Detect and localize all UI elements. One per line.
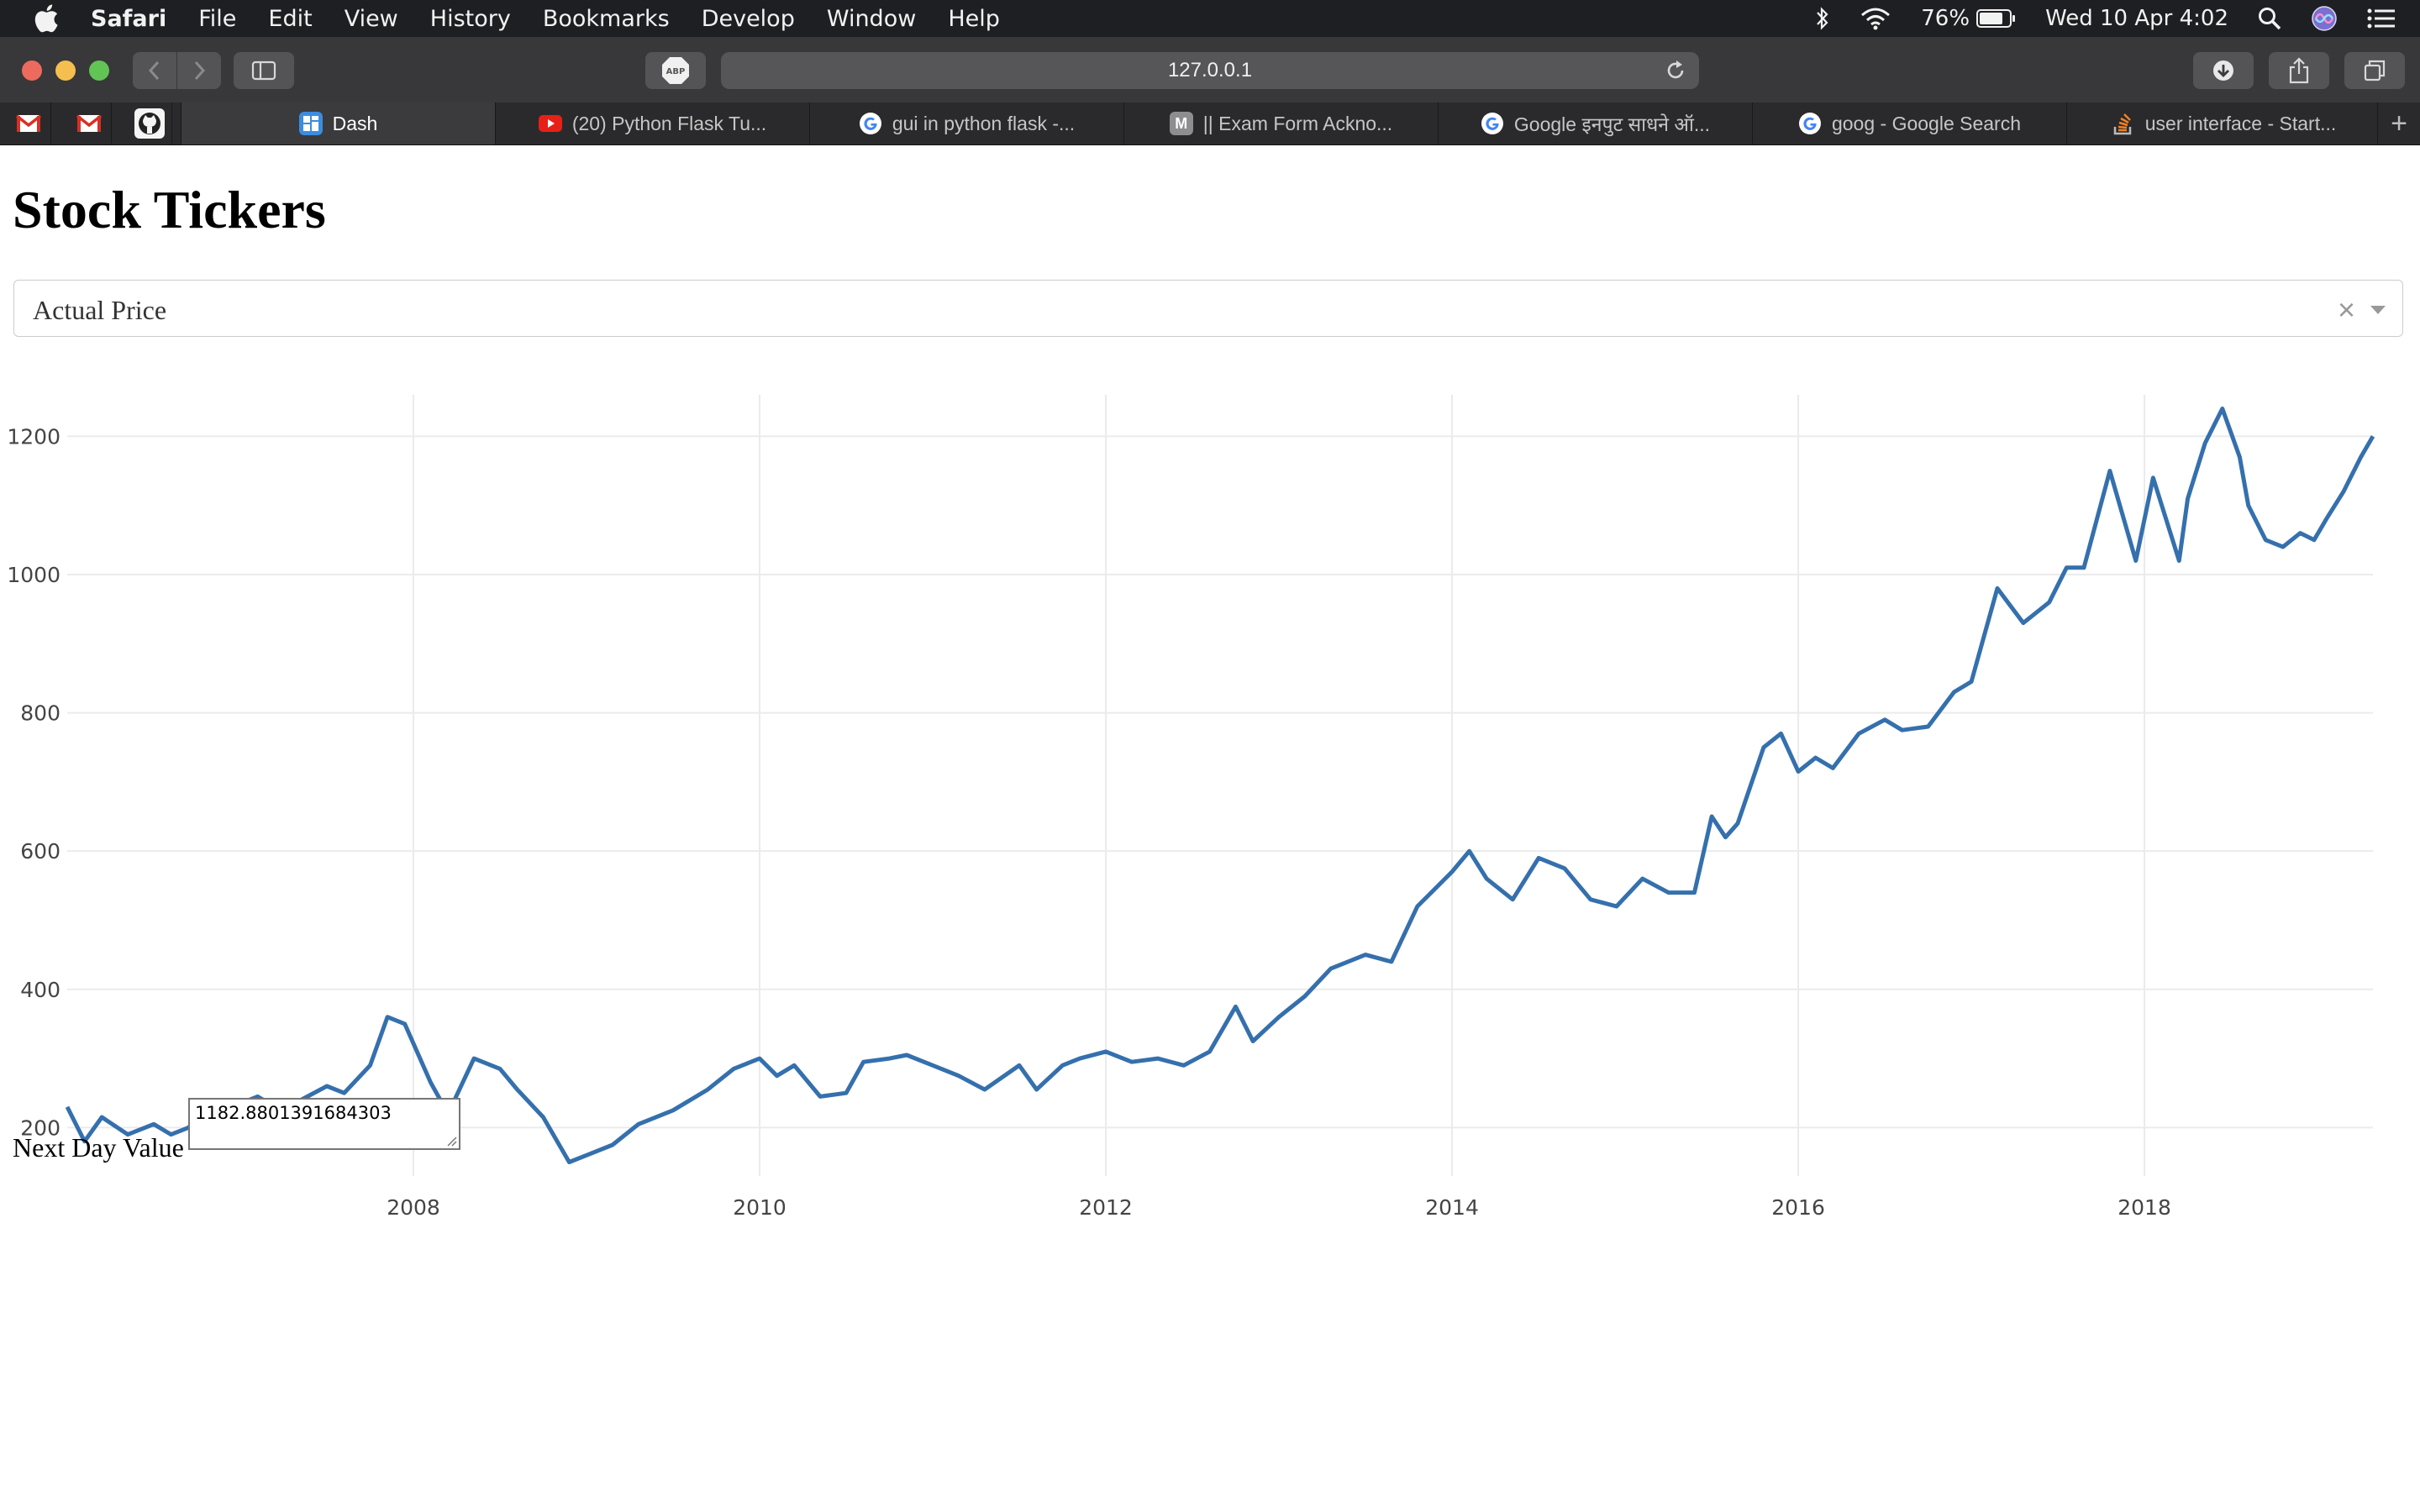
dash-icon [298, 112, 323, 135]
reload-icon[interactable] [1664, 59, 1687, 88]
google-icon [1798, 112, 1822, 135]
tab-title: user interface - Start... [2144, 112, 2337, 134]
x-axis-ticks: 2008 2010 2012 2014 2016 2018 [387, 1195, 2171, 1220]
tab-title: goog - Google Search [1831, 112, 2022, 134]
y-tick-label: 200 [20, 1116, 60, 1140]
share-button[interactable] [2269, 52, 2329, 89]
menu-edit[interactable]: Edit [268, 5, 313, 32]
address-bar[interactable]: 127.0.0.1 [721, 52, 1699, 89]
bluetooth-icon[interactable] [1815, 6, 1830, 31]
battery-percent: 76% [1921, 6, 1970, 31]
battery-icon[interactable] [1976, 8, 2017, 29]
clear-selection-icon[interactable]: × [2337, 292, 2355, 327]
x-tick-label: 2010 [733, 1195, 786, 1220]
menu-develop[interactable]: Develop [701, 5, 795, 32]
spotlight-search-icon[interactable] [2257, 6, 2282, 31]
window-minimize-button[interactable] [55, 60, 76, 81]
tab-python-flask-tutorial[interactable]: (20) Python Flask Tu... [495, 102, 809, 144]
sidebar-toggle-button[interactable] [234, 52, 294, 89]
menu-history[interactable]: History [429, 5, 511, 32]
x-tick-label: 2018 [2118, 1195, 2171, 1220]
pinned-tab-gmail-2[interactable] [67, 102, 112, 144]
google-icon [859, 112, 882, 135]
price-type-dropdown[interactable]: Actual Price × [13, 280, 2403, 337]
menu-app-safari[interactable]: Safari [91, 5, 167, 32]
gmail-icon [16, 114, 41, 132]
tab-google-input-tools[interactable]: Google इनपुट साधने ऑ... [1438, 102, 1752, 144]
tab-bar: Dash (20) Python Flask Tu... gui in pyth… [0, 102, 2420, 145]
adblock-label: ABP [666, 67, 686, 76]
dropdown-arrow-icon[interactable] [2370, 306, 2386, 314]
price-chart[interactable]: 200 400 600 800 1000 1200 2008 2010 2012 2014 201… [0, 368, 2420, 1225]
plus-icon: + [2391, 107, 2407, 139]
tab-dash[interactable]: Dash [181, 102, 495, 144]
macos-menubar: Safari File Edit View History Bookmarks … [0, 0, 2420, 37]
tab-title: Dash [332, 112, 378, 134]
apple-menu-icon[interactable] [32, 3, 60, 34]
download-icon [2213, 60, 2233, 81]
menu-help[interactable]: Help [948, 5, 1000, 32]
forward-button[interactable] [177, 52, 221, 89]
window-zoom-button[interactable] [89, 60, 109, 81]
next-day-value-textarea[interactable]: 1182.8801391684303 [188, 1098, 460, 1150]
new-tab-button[interactable]: + [2377, 102, 2420, 144]
browser-toolbar: ABP 127.0.0.1 [0, 37, 2420, 103]
price-chart-svg: 200 400 600 800 1000 1200 2008 2010 2012 2014 201… [7, 395, 2375, 1220]
tab-title: gui in python flask -... [892, 112, 1076, 134]
downloads-button[interactable] [2193, 52, 2254, 89]
tab-exam-form[interactable]: M || Exam Form Ackno... [1123, 102, 1438, 144]
back-button[interactable] [133, 52, 176, 89]
y-axis-ticks: 200 400 600 800 1000 1200 [7, 424, 60, 1140]
youtube-icon [538, 112, 562, 135]
next-day-value-label: Next Day Value [13, 1132, 184, 1163]
stackoverflow-icon [2112, 112, 2135, 135]
adblock-icon: ABP [662, 57, 689, 84]
y-tick-label: 400 [20, 978, 60, 1002]
tab-gui-in-python-flask[interactable]: gui in python flask -... [809, 102, 1123, 144]
siri-icon[interactable] [2311, 5, 2338, 32]
dropdown-selected-value: Actual Price [33, 295, 167, 325]
pinned-tab-gmail-1[interactable] [7, 102, 51, 144]
tab-title: || Exam Form Ackno... [1202, 112, 1393, 134]
next-day-value-text: 1182.8801391684303 [195, 1103, 392, 1123]
resize-grip-icon[interactable] [445, 1135, 457, 1147]
x-tick-label: 2012 [1079, 1195, 1133, 1220]
y-tick-label: 600 [20, 839, 60, 864]
google-icon [1481, 112, 1504, 135]
x-tick-label: 2016 [1771, 1195, 1825, 1220]
show-tabs-button[interactable] [2344, 52, 2405, 89]
clock[interactable]: Wed 10 Apr 4:02 [2045, 6, 2228, 31]
tab-title: (20) Python Flask Tu... [571, 112, 767, 134]
tab-goog-google-search[interactable]: goog - Google Search [1752, 102, 2066, 144]
y-tick-label: 1000 [7, 563, 60, 587]
menu-view[interactable]: View [344, 5, 398, 32]
m-icon: M [1169, 112, 1193, 135]
share-icon [2289, 57, 2309, 84]
address-bar-url: 127.0.0.1 [1167, 59, 1253, 81]
chevron-left-icon [148, 60, 160, 81]
chevron-right-icon [194, 60, 206, 81]
page-title: Stock Tickers [13, 180, 326, 239]
menu-window[interactable]: Window [826, 5, 917, 32]
sidebar-icon [251, 60, 276, 81]
menu-file[interactable]: File [198, 5, 237, 32]
x-tick-label: 2008 [387, 1195, 440, 1220]
window-close-button[interactable] [22, 60, 42, 81]
menu-bookmarks[interactable]: Bookmarks [542, 5, 670, 32]
tab-user-interface-stackoverflow[interactable]: user interface - Start... [2066, 102, 2381, 144]
web-page: Stock Tickers Actual Price × 200 400 600 80… [0, 145, 2420, 1512]
pinned-tab-github[interactable] [128, 102, 172, 144]
chart-grid [67, 395, 2373, 1176]
x-tick-label: 2014 [1425, 1195, 1479, 1220]
y-tick-label: 800 [20, 701, 60, 726]
y-tick-label: 1200 [7, 424, 60, 449]
github-icon [134, 108, 165, 139]
notification-center-icon[interactable] [2366, 7, 2396, 30]
wifi-icon[interactable] [1859, 6, 1892, 31]
gmail-icon [76, 114, 102, 132]
tabs-overview-icon [2364, 60, 2386, 81]
adblock-button[interactable]: ABP [645, 52, 706, 89]
tab-title: Google इनपुट साधने ऑ... [1513, 113, 1711, 135]
